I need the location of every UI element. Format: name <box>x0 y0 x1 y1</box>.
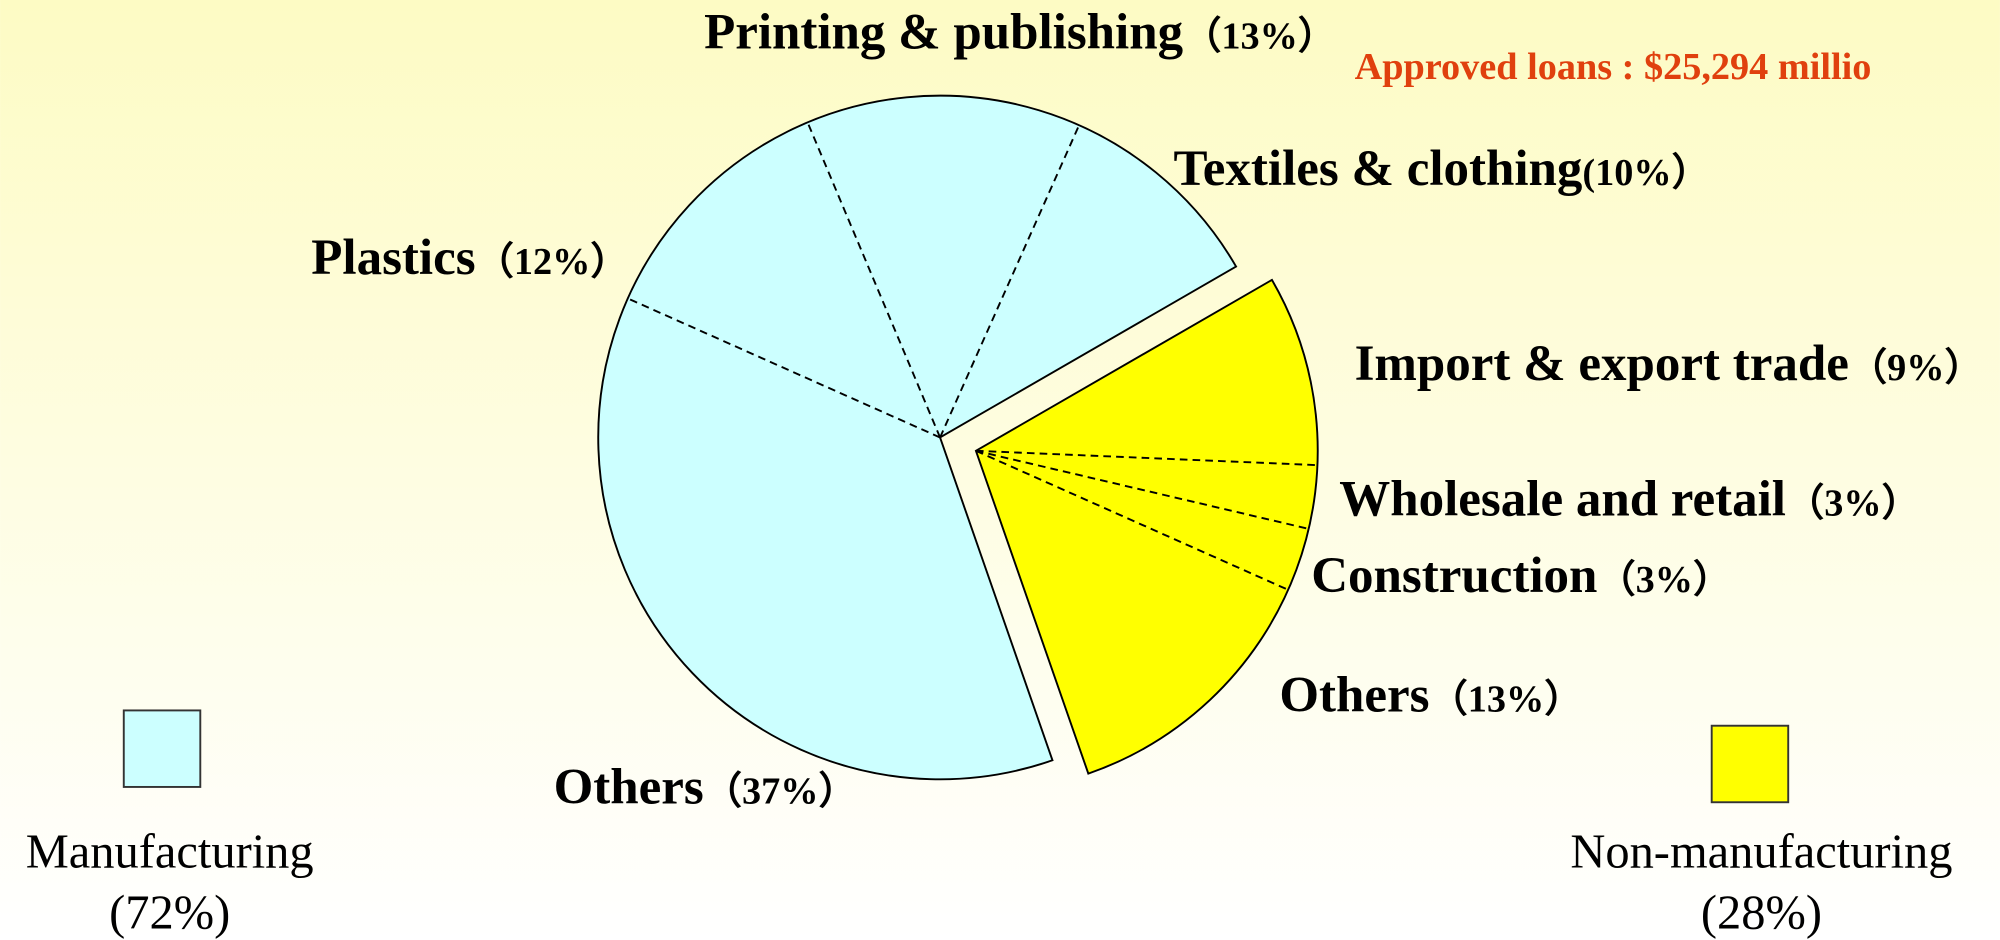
slice-divider <box>806 121 941 438</box>
slice-divider <box>975 449 1289 591</box>
slice-label: Others（37%） <box>554 760 857 816</box>
slice-divider <box>627 297 941 439</box>
slice-category: Printing & publishing <box>704 4 1183 60</box>
slice-label: Others（13%） <box>1279 668 1582 724</box>
subtitle: Approved loans : $25,294 millio <box>1355 46 1872 88</box>
pie-slice <box>598 298 1053 780</box>
legend-value-label: (72%) <box>109 887 230 940</box>
slice-value-label: （3%） <box>1786 481 1920 524</box>
legend-value-label: (28%) <box>1701 887 1822 940</box>
slice-value-label: （12%） <box>476 240 629 283</box>
slice-category: Construction <box>1311 548 1597 604</box>
slice-category: Wholesale and retail <box>1339 471 1786 527</box>
legend-label: Manufacturing <box>26 825 314 878</box>
pie-slice <box>975 450 1309 590</box>
slice-label: Import & export trade（9%） <box>1355 336 1983 392</box>
group-outline <box>597 94 1238 781</box>
slice-value-label: （3%） <box>1597 558 1731 601</box>
slice-label: Printing & publishing（13%） <box>704 4 1336 60</box>
slice-value-label: （9%） <box>1849 346 1983 389</box>
slice-category: Textiles & clothing <box>1173 141 1582 197</box>
slice-divider <box>975 449 1309 530</box>
legend-swatch <box>1710 724 1790 804</box>
slice-category: Plastics <box>311 230 475 286</box>
slice-category: Others <box>1279 668 1429 724</box>
slice-divider <box>939 124 1080 438</box>
slice-value-label: （13%） <box>1183 14 1336 57</box>
pie-slice <box>975 450 1318 529</box>
slice-value-label: （13%） <box>1429 678 1582 721</box>
slice-label: Textiles & clothing(10%） <box>1173 141 1709 197</box>
pie-slice <box>940 125 1237 438</box>
legend-label: Non-manufacturing <box>1570 825 1952 878</box>
slice-category: Others <box>554 760 704 816</box>
pie-slice <box>975 279 1318 466</box>
slice-divider <box>975 449 1318 467</box>
legend-swatch <box>122 709 202 788</box>
pie-slice <box>975 450 1289 774</box>
slice-label: Wholesale and retail（3%） <box>1339 471 1920 527</box>
group-outline <box>974 278 1319 775</box>
pie-slice <box>627 122 941 438</box>
slice-value-label: （37%） <box>704 770 857 813</box>
slice-category: Import & export trade <box>1355 336 1849 392</box>
pie-slice <box>807 95 1080 438</box>
slice-label: Plastics（12%） <box>311 230 628 286</box>
slice-value-label: (10%） <box>1582 151 1710 194</box>
slice-label: Construction（3%） <box>1311 548 1731 604</box>
